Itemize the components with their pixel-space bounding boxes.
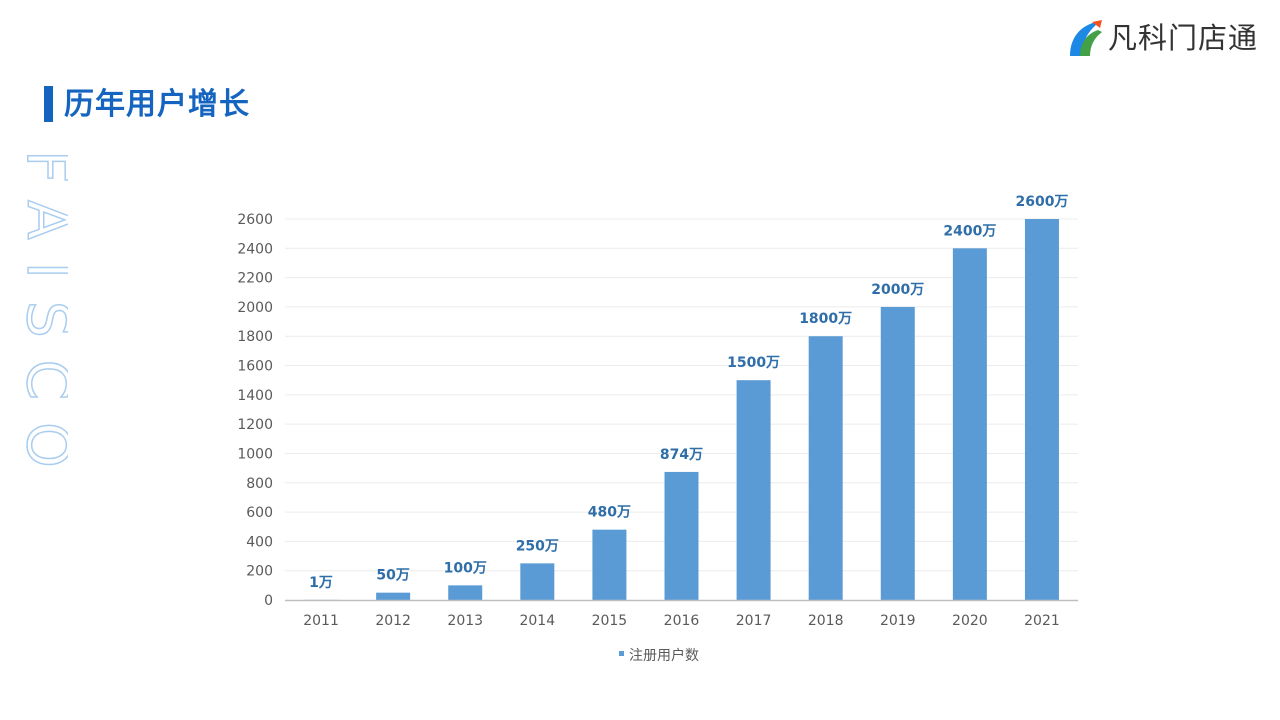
data-label: 480万 — [588, 505, 631, 521]
x-tick-label: 2015 — [592, 613, 628, 629]
x-tick-label: 2012 — [375, 613, 411, 629]
bar — [880, 306, 915, 600]
data-label: 1500万 — [727, 355, 780, 371]
x-tick-label: 2018 — [808, 613, 844, 629]
x-tick-label: 2019 — [880, 613, 916, 629]
y-axis: 0 200 400 600 800 1000 1200 1400 1600 1800 2000 220… — [237, 212, 273, 609]
x-tick-label: 2013 — [447, 613, 483, 629]
legend-swatch — [619, 651, 624, 656]
bar — [1024, 219, 1059, 600]
bar — [736, 380, 771, 600]
y-tick-label: 2400 — [237, 241, 273, 257]
bars — [304, 219, 1059, 601]
y-tick-label: 400 — [246, 534, 273, 550]
y-tick-label: 2600 — [237, 212, 273, 228]
x-axis: 2011 2012 2013 2014 2015 2016 2017 2018 2019 2020… — [285, 599, 1078, 629]
legend: 注册用户数 — [619, 647, 699, 664]
data-label: 1万 — [309, 575, 333, 591]
data-label: 250万 — [516, 538, 559, 554]
bar — [448, 585, 483, 600]
x-tick-label: 2021 — [1024, 613, 1060, 629]
watermark-faisco: FAISCO — [13, 150, 68, 491]
x-tick-label: 2014 — [519, 613, 555, 629]
brand-logo: 凡科门店通 — [1062, 16, 1262, 60]
x-tick-label: 2017 — [736, 613, 772, 629]
y-tick-label: 1800 — [237, 329, 273, 345]
logo-text: 凡科门店通 — [1108, 21, 1259, 55]
data-label: 1800万 — [799, 311, 852, 327]
data-labels: 1万 50万 100万 250万 480万 874万 1500万 1800万 2000万 2400… — [309, 194, 1068, 591]
y-tick-label: 600 — [246, 505, 273, 521]
title-accent-bar — [44, 86, 53, 122]
y-tick-label: 2000 — [237, 300, 273, 316]
y-tick-label: 1400 — [237, 388, 273, 404]
bar — [664, 471, 699, 600]
data-label: 2600万 — [1015, 194, 1068, 210]
y-tick-label: 1200 — [237, 417, 273, 433]
legend-label: 注册用户数 — [629, 647, 699, 664]
data-label: 2400万 — [943, 223, 996, 239]
data-label: 100万 — [444, 560, 487, 576]
y-tick-label: 1000 — [237, 446, 273, 462]
logo-icon — [1070, 20, 1102, 56]
y-tick-label: 1600 — [237, 359, 273, 375]
bar — [520, 563, 555, 600]
bar — [376, 592, 411, 600]
y-tick-label: 2200 — [237, 271, 273, 287]
x-tick-label: 2011 — [303, 613, 339, 629]
y-tick-label: 200 — [246, 564, 273, 580]
data-label: 50万 — [376, 568, 409, 584]
y-tick-label: 800 — [246, 476, 273, 492]
bar — [808, 336, 843, 600]
y-tick-label: 0 — [264, 593, 273, 609]
x-tick-label: 2016 — [664, 613, 700, 629]
page-title: 历年用户增长 — [64, 87, 250, 122]
x-tick-label: 2020 — [952, 613, 988, 629]
bar — [952, 248, 987, 601]
data-label: 874万 — [660, 447, 703, 463]
watermark-text: FAISCO — [14, 150, 68, 490]
bar — [592, 529, 627, 600]
data-label: 2000万 — [871, 282, 924, 298]
